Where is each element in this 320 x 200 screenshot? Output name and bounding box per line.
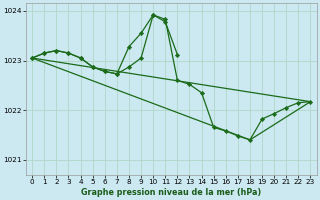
X-axis label: Graphe pression niveau de la mer (hPa): Graphe pression niveau de la mer (hPa) [81, 188, 261, 197]
